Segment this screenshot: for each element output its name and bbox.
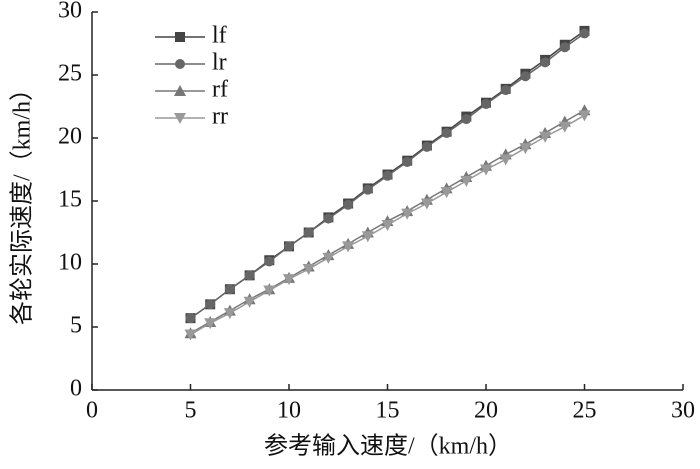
marker xyxy=(558,121,571,133)
marker xyxy=(283,274,295,286)
x-tick-label: 10 xyxy=(277,398,301,424)
marker xyxy=(263,285,276,297)
marker xyxy=(461,114,472,125)
y-tick-label: 30 xyxy=(58,0,82,24)
marker xyxy=(402,156,413,167)
marker xyxy=(481,98,491,109)
y-tick-label: 10 xyxy=(58,250,82,276)
legend-marker xyxy=(175,59,185,69)
marker xyxy=(184,329,197,341)
legend-label: rf xyxy=(212,77,228,103)
marker xyxy=(381,219,394,231)
y-tick-label: 25 xyxy=(58,61,82,87)
marker xyxy=(578,110,591,122)
legend-label: lf xyxy=(212,23,227,49)
x-tick-label: 5 xyxy=(185,398,197,424)
marker xyxy=(382,170,393,181)
marker xyxy=(500,85,511,96)
marker xyxy=(303,227,314,238)
y-tick-label: 5 xyxy=(70,313,82,339)
y-tick-label: 20 xyxy=(58,124,82,150)
marker xyxy=(224,284,235,295)
y-axis-label: 各轮实际速度/（km/h） xyxy=(9,77,36,325)
x-tick-label: 0 xyxy=(86,398,98,424)
marker xyxy=(244,270,255,281)
x-axis-label: 参考输入速度/（km/h） xyxy=(264,433,512,460)
marker xyxy=(204,318,217,330)
marker xyxy=(223,308,236,320)
legend-label: rr xyxy=(212,104,228,130)
marker xyxy=(264,256,275,267)
marker xyxy=(205,299,216,310)
marker xyxy=(499,154,512,166)
legend-marker xyxy=(175,32,185,42)
x-tick-label: 25 xyxy=(573,398,597,424)
marker xyxy=(361,231,374,243)
marker xyxy=(539,131,552,143)
marker xyxy=(519,143,532,155)
marker xyxy=(401,208,414,220)
marker xyxy=(421,141,432,152)
x-tick-label: 15 xyxy=(376,398,400,424)
marker xyxy=(540,57,551,68)
marker xyxy=(243,296,256,308)
x-tick-label: 20 xyxy=(474,398,498,424)
y-tick-label: 0 xyxy=(70,376,82,402)
marker xyxy=(342,241,355,253)
marker xyxy=(579,28,590,39)
marker xyxy=(420,198,433,210)
legend-marker xyxy=(174,85,186,96)
marker xyxy=(302,264,315,276)
marker xyxy=(343,199,354,210)
marker xyxy=(185,313,196,324)
x-tick-label: 30 xyxy=(671,398,695,424)
marker xyxy=(460,175,473,187)
marker xyxy=(284,241,294,252)
legend-label: lr xyxy=(212,50,227,76)
marker xyxy=(362,184,373,195)
y-tick-label: 15 xyxy=(58,187,82,213)
marker xyxy=(480,164,492,176)
marker xyxy=(440,187,453,199)
legend-marker xyxy=(174,113,186,124)
marker xyxy=(323,213,334,224)
marker xyxy=(559,42,570,53)
marker xyxy=(520,71,531,82)
marker xyxy=(441,127,452,138)
marker xyxy=(322,252,335,264)
